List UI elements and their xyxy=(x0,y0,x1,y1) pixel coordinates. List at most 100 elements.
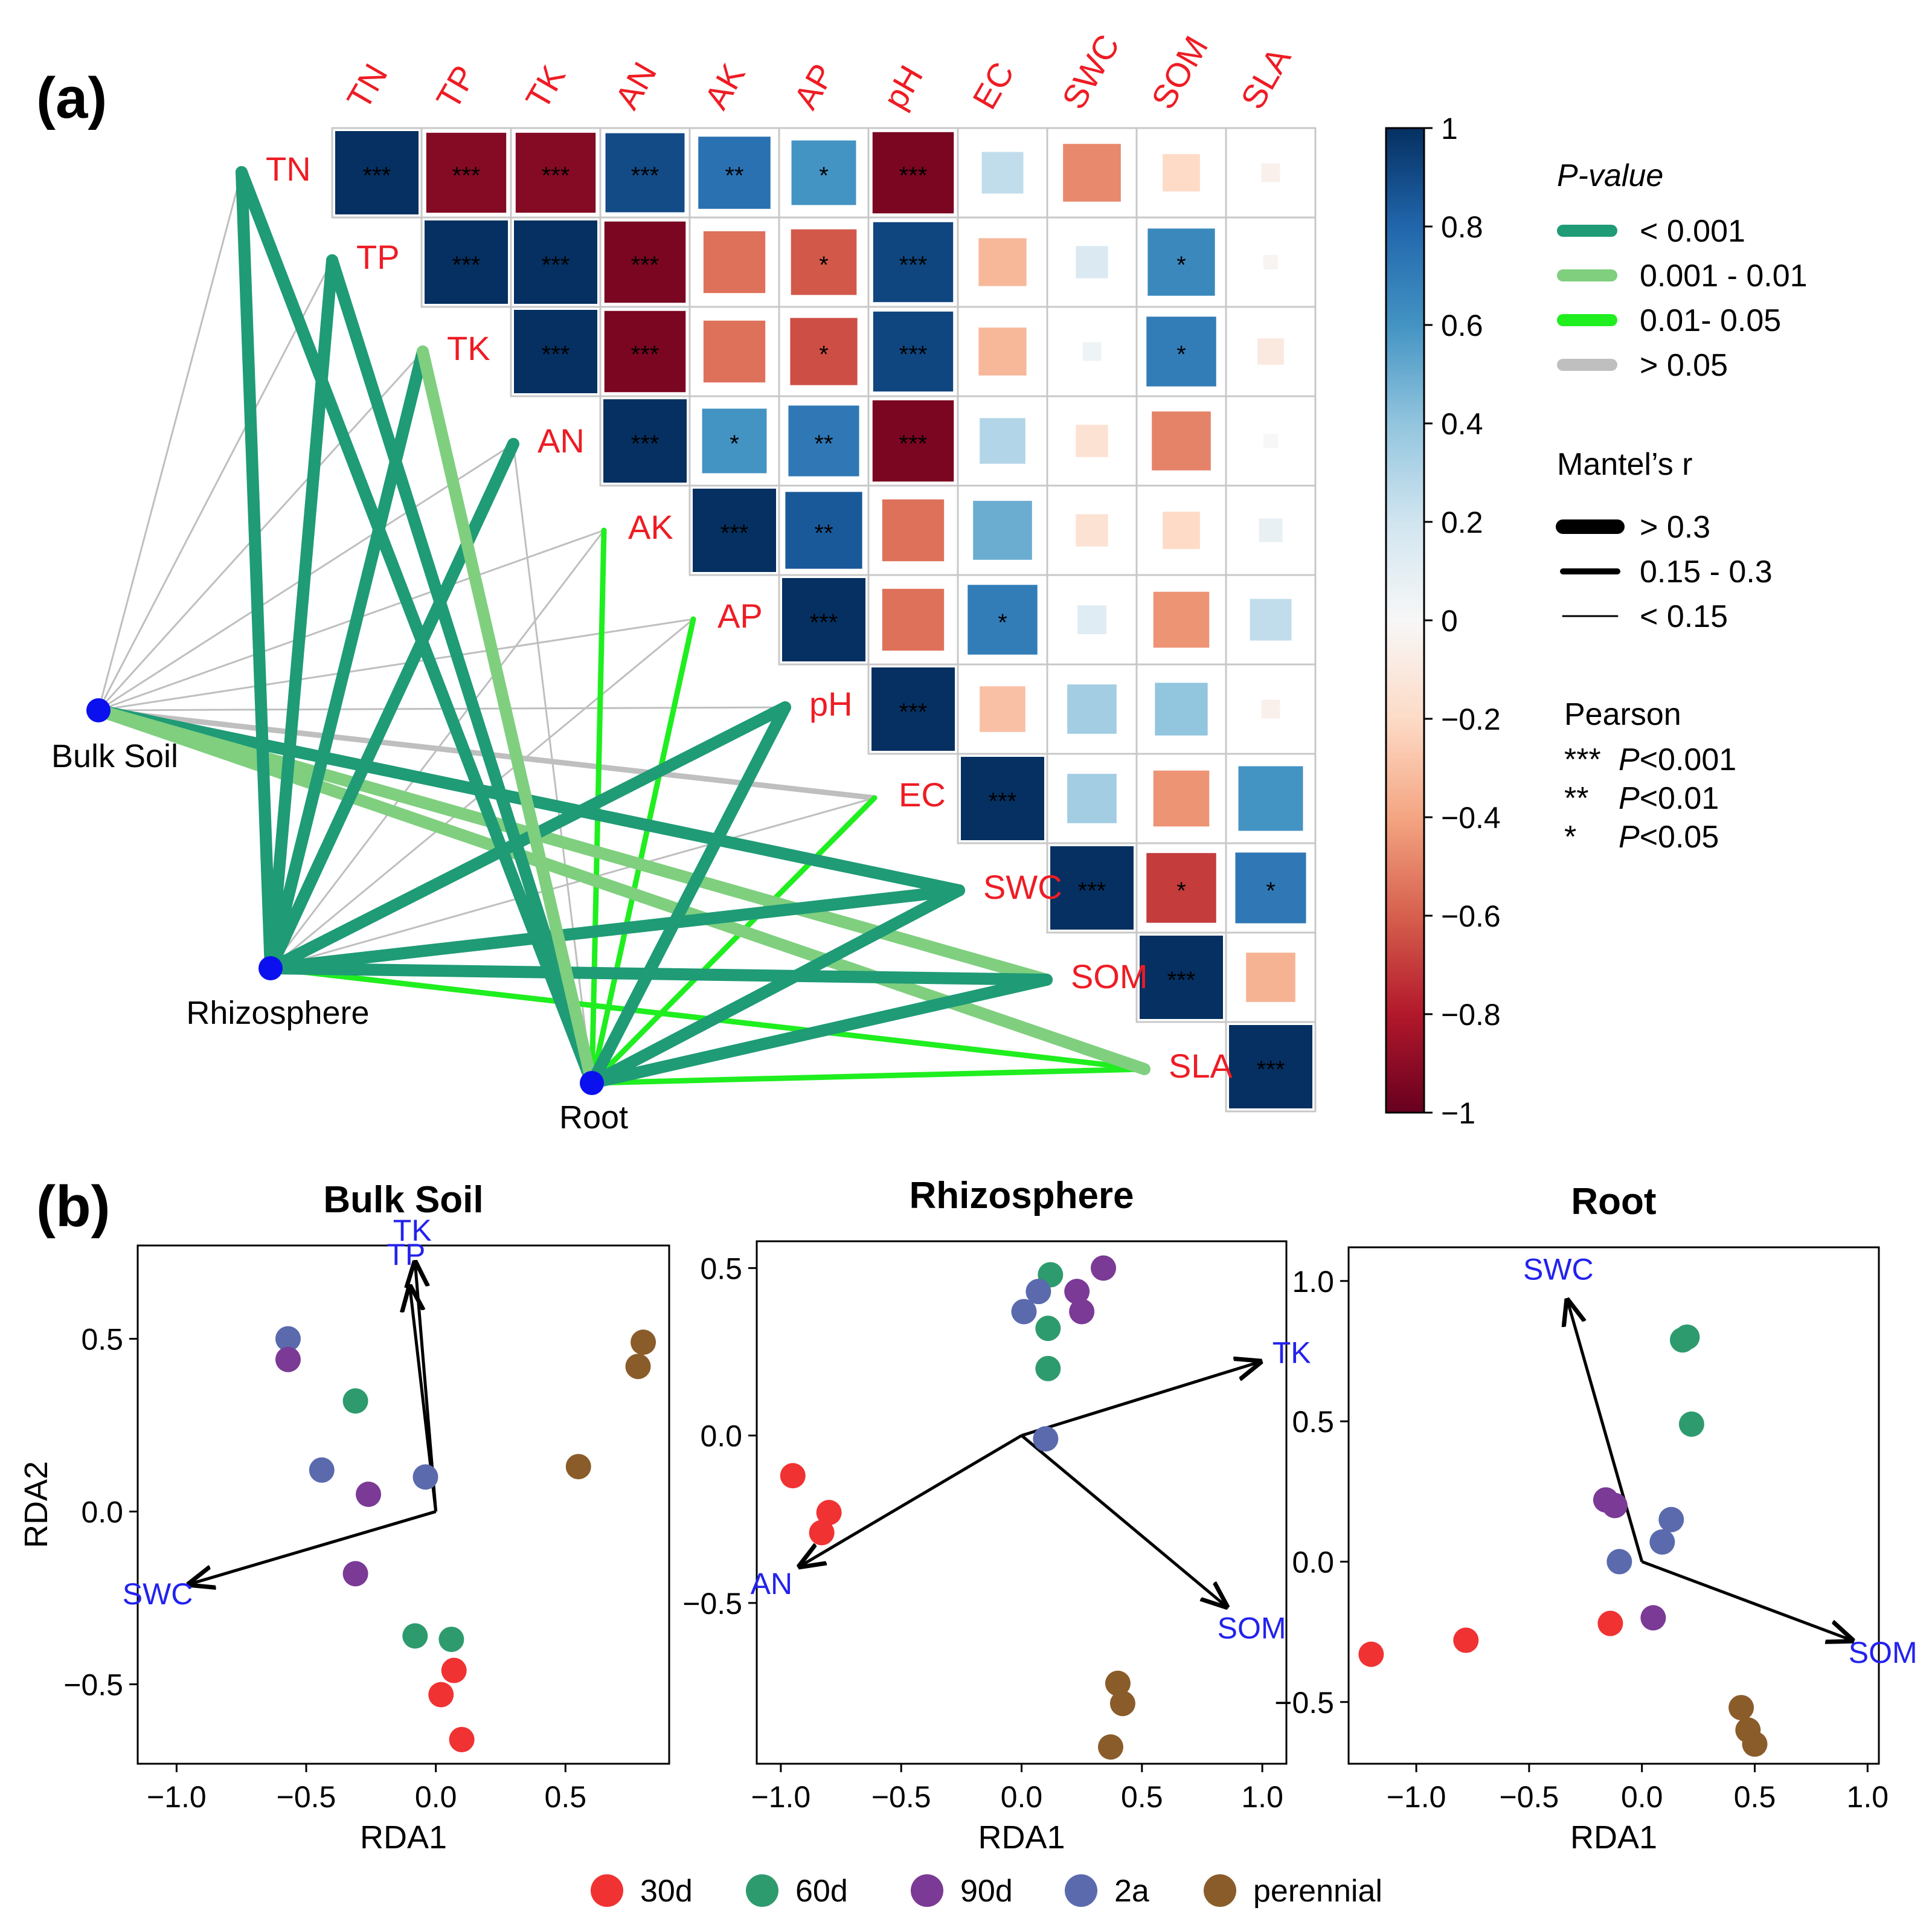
heatmap-square-AN-AK xyxy=(702,408,767,474)
mantel-link-bulk-soil-SOM xyxy=(92,704,1053,986)
heatmap-square-TK-AK xyxy=(703,320,766,383)
heatmap-square-AN-pH xyxy=(872,400,954,482)
heatmap-sig-TN-AN: *** xyxy=(631,162,660,189)
group-legend-dot-90d xyxy=(911,1874,943,1907)
rda-point-2a xyxy=(412,1464,438,1490)
heatmap-square-EC-SWC xyxy=(1067,774,1117,823)
heatmap-square-TP-TK xyxy=(514,220,597,304)
rda-point-30d xyxy=(780,1463,806,1489)
heatmap-sig-TK-TK: *** xyxy=(542,341,570,368)
mantel-link-rhizosphere-AN xyxy=(265,438,519,974)
heatmap-square-TN-TP xyxy=(426,132,507,213)
rda-point-perennial xyxy=(1109,1691,1135,1717)
heatmap-sig-TP-AN: *** xyxy=(631,252,660,278)
panel-label-b: (b) xyxy=(36,1174,111,1239)
mantel-legend-label: < 0.15 xyxy=(1640,599,1728,634)
heatmap-sig-TN-AP: * xyxy=(819,162,829,189)
heatmap-sig-TK-SOM: * xyxy=(1176,341,1186,368)
colorbar-tick-label: 0.4 xyxy=(1441,407,1483,441)
rda-plot-frame xyxy=(136,1244,670,1765)
heatmap-sig-AN-AK: * xyxy=(730,431,739,457)
heatmap-square-TK-AN xyxy=(604,310,686,393)
heatmap-square-AN-SWC xyxy=(1076,425,1108,457)
row-label-SWC: SWC xyxy=(983,868,1062,906)
rda-title: Root xyxy=(1571,1181,1656,1223)
heatmap-sig-TK-pH: *** xyxy=(899,341,928,368)
mantel-legend-items: > 0.3 0.15 - 0.3 < 0.15 xyxy=(1556,510,1773,634)
pvalue-legend-label: > 0.05 xyxy=(1640,348,1728,383)
rda-panel-root: Root −1.0 −0.5 0.0 0.5 1.0 −0.5 0.0 0.5 1.0 RDA1 SW… xyxy=(1274,1181,1917,1856)
heatmap-sig-TN-TP: *** xyxy=(452,162,481,189)
heatmap-square-TK-TK xyxy=(514,310,597,393)
heatmap-square-TP-SWC xyxy=(1076,246,1108,278)
heatmap-cell-frame xyxy=(1225,574,1317,666)
heatmap-sig-AN-AN: *** xyxy=(631,431,660,457)
heatmap-square-AP-pH xyxy=(882,588,945,651)
heatmap-square-AP-AP xyxy=(782,578,865,661)
heatmap-square-pH-pH xyxy=(871,667,955,751)
heatmap-square-AP-SOM xyxy=(1153,591,1210,648)
heatmap-square-SWC-SLA xyxy=(1235,852,1306,924)
mantel-link-root-pH xyxy=(586,701,791,1089)
y-tick-label: 0.5 xyxy=(700,1252,742,1285)
heatmap-sig-TK-AN: *** xyxy=(631,341,660,368)
heatmap-square-TP-AK xyxy=(703,231,766,294)
rda-point-perennial xyxy=(1742,1731,1768,1757)
rda-point-30d xyxy=(816,1500,842,1526)
colorbar: 1 0.8 0.6 0.4 0.2 0 −0.2 −0.4 −0.6 −0.8 −1 xyxy=(1385,112,1501,1130)
heatmap-square-SWC-SWC xyxy=(1050,846,1134,930)
rda-point-30d xyxy=(809,1520,835,1546)
rda-title: Bulk Soil xyxy=(323,1179,483,1221)
heatmap-sig-TK-AP: * xyxy=(819,341,829,368)
rda-arrow-AN xyxy=(800,1434,1022,1566)
rda-point-2a xyxy=(1025,1279,1051,1305)
heatmap-sig-AK-AP: ** xyxy=(814,520,833,547)
x-tick-label: 0.5 xyxy=(1734,1780,1776,1814)
rda-title: Rhizosphere xyxy=(909,1175,1134,1217)
heatmap-square-AK-SWC xyxy=(1076,514,1108,547)
rda-point-30d xyxy=(428,1682,454,1708)
heatmap-square-EC-SOM xyxy=(1153,770,1210,827)
pearson-legend-stars: *** xyxy=(1564,742,1601,777)
mantel-link-bulk-soil-TP xyxy=(97,259,333,712)
mantel-link-root-TP xyxy=(326,254,598,1089)
mantel-link-rhizosphere-SWC xyxy=(265,884,965,974)
colorbar-tick-label: −0.4 xyxy=(1441,801,1501,835)
mantel-link-rhizosphere-TN xyxy=(236,166,277,974)
mantel-links xyxy=(92,166,1151,1089)
rda-point-60d xyxy=(438,1627,464,1653)
row-label-AK: AK xyxy=(628,508,673,546)
heatmap-square-AN-SOM xyxy=(1152,411,1211,471)
x-tick-label: 0.5 xyxy=(1121,1780,1163,1814)
rda-point-90d xyxy=(1640,1605,1666,1631)
rda-point-30d xyxy=(441,1657,467,1683)
row-label-pH: pH xyxy=(809,685,853,723)
legend-panel-a: P-value < 0.001 0.001 - 0.01 0.01- 0.05 > 0… xyxy=(1556,158,1808,855)
rda-point-60d xyxy=(1035,1355,1061,1381)
colorbar-tick-label: −0.8 xyxy=(1441,998,1501,1032)
heatmap-square-TP-AP xyxy=(791,229,857,295)
heatmap-square-TP-AN xyxy=(604,221,686,303)
y-tick-label: 0.0 xyxy=(81,1495,123,1529)
heatmap-square-TK-AP xyxy=(790,318,858,385)
rda-point-90d xyxy=(356,1481,382,1507)
rda-point-60d xyxy=(342,1388,368,1414)
heatmap-sig-AP-EC: * xyxy=(998,609,1007,636)
rda-arrow-label-SOM: SOM xyxy=(1218,1612,1286,1645)
x-tick-label: −0.5 xyxy=(1500,1780,1559,1814)
heatmap-square-AK-SLA xyxy=(1259,518,1283,542)
pearson-legend-stars: * xyxy=(1564,820,1576,855)
rda-arrow-label-TP: TP xyxy=(387,1238,425,1271)
heatmap-sig-SWC-SLA: * xyxy=(1266,878,1276,904)
rda-panel-rhizosphere: Rhizosphere −1.0 −0.5 0.0 0.5 1.0 −0.5 0.0 0.5 RD… xyxy=(682,1175,1311,1856)
rda-point-2a xyxy=(309,1457,335,1483)
y-tick-label: 0.5 xyxy=(1292,1405,1334,1439)
heatmap-row-labels: TN TP TK AN AK AP pH EC SWC SOM SLA xyxy=(266,150,1233,1085)
mantel-source-nodes: Bulk Soil Rhizosphere Root xyxy=(51,698,628,1136)
heatmap-square-EC-EC xyxy=(961,757,1044,840)
heatmap-square-AK-SOM xyxy=(1163,512,1200,549)
rda-point-60d xyxy=(1035,1316,1061,1342)
heatmap-square-AN-AP xyxy=(788,405,859,477)
y-tick-label: −0.5 xyxy=(63,1668,123,1702)
mantel-link-root-SLA xyxy=(589,1066,1147,1086)
